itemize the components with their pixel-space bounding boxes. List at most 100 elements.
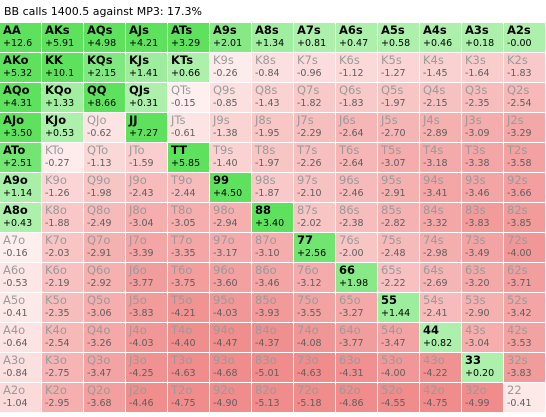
hand-cell-a6o[interactable]: A6o -0.53 <box>0 263 42 293</box>
hand-cell-j8s[interactable]: J8s -1.95 <box>252 113 294 143</box>
hand-cell-t9s[interactable]: T9s -1.40 <box>210 143 252 173</box>
hand-cell-t6s[interactable]: T6s -2.64 <box>336 143 378 173</box>
hand-cell-52s[interactable]: 52s -3.42 <box>504 293 546 323</box>
hand-cell-ats[interactable]: ATs +3.29 <box>168 23 210 53</box>
hand-cell-t3s[interactable]: T3s -3.38 <box>462 143 504 173</box>
hand-cell-53o[interactable]: 53o -4.00 <box>378 353 420 383</box>
hand-cell-77[interactable]: 77 +2.56 <box>294 233 336 263</box>
hand-cell-t6o[interactable]: T6o -3.75 <box>168 263 210 293</box>
hand-cell-94s[interactable]: 94s -3.41 <box>420 173 462 203</box>
hand-cell-k4o[interactable]: K4o -2.54 <box>42 323 84 353</box>
hand-cell-kqs[interactable]: KQs +2.15 <box>84 53 126 83</box>
hand-cell-52o[interactable]: 52o -4.55 <box>378 383 420 413</box>
hand-cell-97s[interactable]: 97s -2.10 <box>294 173 336 203</box>
hand-cell-t8s[interactable]: T8s -1.97 <box>252 143 294 173</box>
hand-cell-jj[interactable]: JJ +7.27 <box>126 113 168 143</box>
hand-cell-t5s[interactable]: T5s -3.07 <box>378 143 420 173</box>
hand-cell-75o[interactable]: 75o -3.55 <box>294 293 336 323</box>
hand-cell-82s[interactable]: 82s -3.85 <box>504 203 546 233</box>
hand-cell-t9o[interactable]: T9o -2.44 <box>168 173 210 203</box>
hand-cell-aks[interactable]: AKs +5.91 <box>42 23 84 53</box>
hand-cell-q3o[interactable]: Q3o -3.47 <box>84 353 126 383</box>
hand-cell-83o[interactable]: 83o -5.01 <box>252 353 294 383</box>
hand-cell-kts[interactable]: KTs +0.66 <box>168 53 210 83</box>
hand-cell-76s[interactable]: 76s -2.00 <box>336 233 378 263</box>
hand-cell-74o[interactable]: 74o -4.08 <box>294 323 336 353</box>
hand-cell-j5s[interactable]: J5s -2.70 <box>378 113 420 143</box>
hand-cell-93s[interactable]: 93s -3.46 <box>462 173 504 203</box>
hand-cell-k4s[interactable]: K4s -1.45 <box>420 53 462 83</box>
hand-cell-84o[interactable]: 84o -4.37 <box>252 323 294 353</box>
hand-cell-j2s[interactable]: J2s -3.29 <box>504 113 546 143</box>
hand-cell-a2s[interactable]: A2s -0.00 <box>504 23 546 53</box>
hand-cell-k6s[interactable]: K6s -1.12 <box>336 53 378 83</box>
hand-cell-j6o[interactable]: J6o -3.77 <box>126 263 168 293</box>
hand-cell-t4s[interactable]: T4s -3.18 <box>420 143 462 173</box>
hand-cell-j3s[interactable]: J3s -3.09 <box>462 113 504 143</box>
hand-cell-j4s[interactable]: J4s -2.89 <box>420 113 462 143</box>
hand-cell-96s[interactable]: 96s -2.46 <box>336 173 378 203</box>
hand-cell-95o[interactable]: 95o -4.03 <box>210 293 252 323</box>
hand-cell-87s[interactable]: 87s -2.02 <box>294 203 336 233</box>
hand-cell-k7o[interactable]: K7o -2.03 <box>42 233 84 263</box>
hand-cell-a4o[interactable]: A4o -0.64 <box>0 323 42 353</box>
hand-cell-63s[interactable]: 63s -3.20 <box>462 263 504 293</box>
hand-cell-98o[interactable]: 98o -2.94 <box>210 203 252 233</box>
hand-cell-k6o[interactable]: K6o -2.19 <box>42 263 84 293</box>
hand-cell-ato[interactable]: ATo +2.51 <box>0 143 42 173</box>
hand-cell-62s[interactable]: 62s -3.71 <box>504 263 546 293</box>
hand-cell-22[interactable]: 22 -0.41 <box>504 383 546 413</box>
hand-cell-a5s[interactable]: A5s +0.58 <box>378 23 420 53</box>
hand-cell-73o[interactable]: 73o -4.63 <box>294 353 336 383</box>
hand-cell-q8s[interactable]: Q8s -1.43 <box>252 83 294 113</box>
hand-cell-q2s[interactable]: Q2s -2.54 <box>504 83 546 113</box>
hand-cell-q9s[interactable]: Q9s -0.85 <box>210 83 252 113</box>
hand-cell-j5o[interactable]: J5o -3.83 <box>126 293 168 323</box>
hand-cell-j9s[interactable]: J9s -1.38 <box>210 113 252 143</box>
hand-cell-k2s[interactable]: K2s -1.83 <box>504 53 546 83</box>
hand-cell-64s[interactable]: 64s -2.69 <box>420 263 462 293</box>
hand-cell-55[interactable]: 55 +1.44 <box>378 293 420 323</box>
hand-cell-qto[interactable]: QTo -1.13 <box>84 143 126 173</box>
hand-cell-a4s[interactable]: A4s +0.46 <box>420 23 462 53</box>
hand-cell-kjs[interactable]: KJs +1.41 <box>126 53 168 83</box>
hand-cell-j8o[interactable]: J8o -3.04 <box>126 203 168 233</box>
hand-cell-kjo[interactable]: KJo +0.53 <box>42 113 84 143</box>
hand-cell-54o[interactable]: 54o -3.47 <box>378 323 420 353</box>
hand-cell-a6s[interactable]: A6s +0.47 <box>336 23 378 53</box>
hand-cell-qts[interactable]: QTs -0.15 <box>168 83 210 113</box>
hand-cell-aa[interactable]: AA +12.6 <box>0 23 42 53</box>
hand-cell-qjo[interactable]: QJo -0.62 <box>84 113 126 143</box>
hand-cell-87o[interactable]: 87o -3.10 <box>252 233 294 263</box>
hand-cell-53s[interactable]: 53s -2.90 <box>462 293 504 323</box>
hand-cell-97o[interactable]: 97o -3.17 <box>210 233 252 263</box>
hand-cell-k8s[interactable]: K8s -0.84 <box>252 53 294 83</box>
hand-cell-j4o[interactable]: J4o -4.03 <box>126 323 168 353</box>
hand-cell-54s[interactable]: 54s -2.41 <box>420 293 462 323</box>
hand-cell-t5o[interactable]: T5o -4.21 <box>168 293 210 323</box>
hand-cell-a5o[interactable]: A5o -0.41 <box>0 293 42 323</box>
hand-cell-a8s[interactable]: A8s +1.34 <box>252 23 294 53</box>
hand-cell-j3o[interactable]: J3o -4.25 <box>126 353 168 383</box>
hand-cell-73s[interactable]: 73s -3.49 <box>462 233 504 263</box>
hand-cell-99[interactable]: 99 +4.50 <box>210 173 252 203</box>
hand-cell-q5s[interactable]: Q5s -1.97 <box>378 83 420 113</box>
hand-cell-85o[interactable]: 85o -3.93 <box>252 293 294 323</box>
hand-cell-t2o[interactable]: T2o -4.75 <box>168 383 210 413</box>
hand-cell-65s[interactable]: 65s -2.22 <box>378 263 420 293</box>
hand-cell-aqo[interactable]: AQo +4.31 <box>0 83 42 113</box>
hand-cell-qjs[interactable]: QJs +0.31 <box>126 83 168 113</box>
hand-cell-t3o[interactable]: T3o -4.63 <box>168 353 210 383</box>
hand-cell-q9o[interactable]: Q9o -1.98 <box>84 173 126 203</box>
hand-cell-k9s[interactable]: K9s -0.26 <box>210 53 252 83</box>
hand-cell-q6o[interactable]: Q6o -2.92 <box>84 263 126 293</box>
hand-cell-a3s[interactable]: A3s +0.18 <box>462 23 504 53</box>
hand-cell-tt[interactable]: TT +5.85 <box>168 143 210 173</box>
hand-cell-76o[interactable]: 76o -3.12 <box>294 263 336 293</box>
hand-cell-62o[interactable]: 62o -4.86 <box>336 383 378 413</box>
hand-cell-92o[interactable]: 92o -4.90 <box>210 383 252 413</box>
hand-cell-85s[interactable]: 85s -2.82 <box>378 203 420 233</box>
hand-cell-q8o[interactable]: Q8o -2.49 <box>84 203 126 233</box>
hand-cell-33[interactable]: 33 +0.20 <box>462 353 504 383</box>
hand-cell-a8o[interactable]: A8o +0.43 <box>0 203 42 233</box>
